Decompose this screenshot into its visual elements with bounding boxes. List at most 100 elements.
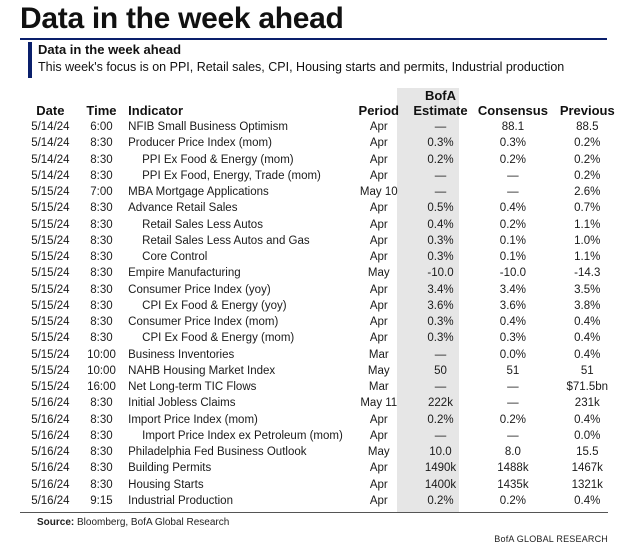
bofa-estimate-cell: — <box>434 429 447 442</box>
table-row: 5/15/24 8:30 Empire Manufacturing May -10.0 -… <box>20 265 620 281</box>
table-row: 5/14/24 6:00 NFIB Small Business Optimism A… <box>20 119 620 135</box>
time-cell: 8:30 <box>90 299 113 312</box>
footer-divider <box>20 512 608 513</box>
indicator-cell: Advance Retail Sales <box>128 202 238 215</box>
period-cell: Apr <box>369 494 388 507</box>
date-cell: 5/15/24 <box>31 381 70 394</box>
previous-cell: 0.2% <box>574 153 601 166</box>
period-cell: Apr <box>369 299 388 312</box>
bofa-estimate-column-shading <box>397 88 459 512</box>
date-cell: 5/15/24 <box>31 348 70 361</box>
bofa-estimate-cell: 1400k <box>424 478 457 491</box>
consensus-cell: 1488k <box>497 462 529 475</box>
consensus-cell: 8.0 <box>504 446 521 459</box>
time-cell: 6:00 <box>90 121 113 134</box>
column-header-time: Time <box>86 103 117 118</box>
previous-cell: 1321k <box>571 478 603 491</box>
column-header-date: Date <box>36 103 65 118</box>
bofa-estimate-cell: — <box>434 186 447 199</box>
bofa-estimate-cell: 0.3% <box>427 251 454 264</box>
date-cell: 5/16/24 <box>31 397 70 410</box>
time-cell: 8:30 <box>90 462 113 475</box>
previous-cell: 0.4% <box>574 494 601 507</box>
time-cell: 8:30 <box>90 413 113 426</box>
consensus-cell: — <box>507 397 519 410</box>
period-cell: Apr <box>369 234 388 247</box>
previous-cell: 15.5 <box>576 446 599 459</box>
previous-cell: 1.1% <box>574 218 601 231</box>
date-cell: 5/16/24 <box>31 462 70 475</box>
indicator-cell: Producer Price Index (mom) <box>128 137 272 150</box>
column-header-bofa-estimate: BofA Estimate <box>410 88 472 119</box>
consensus-cell: -10.0 <box>499 267 527 280</box>
table-row: 5/15/24 8:30 CPI Ex Food & Energy (yoy) Apr… <box>20 298 620 314</box>
indicator-cell: PPI Ex Food, Energy, Trade (mom) <box>142 169 321 182</box>
period-cell: Apr <box>369 218 388 231</box>
bofa-estimate-cell: — <box>434 348 447 361</box>
indicator-cell: Philadelphia Fed Business Outlook <box>128 446 307 459</box>
source-note: Source: Bloomberg, BofA Global Research <box>37 517 229 528</box>
time-cell: 8:30 <box>90 251 113 264</box>
consensus-cell: 0.3% <box>499 332 527 345</box>
period-cell: Apr <box>369 462 388 475</box>
period-cell: Apr <box>369 169 388 182</box>
indicator-cell: Retail Sales Less Autos and Gas <box>142 234 310 247</box>
page-title: Data in the week ahead <box>20 2 344 35</box>
consensus-cell: 0.2% <box>499 413 527 426</box>
consensus-cell: 0.2% <box>499 218 527 231</box>
indicator-cell: Housing Starts <box>128 478 204 491</box>
indicator-cell: NAHB Housing Market Index <box>128 364 276 377</box>
period-cell: Apr <box>369 316 388 329</box>
table-header-row: Date Time Indicator Period BofA Estimate… <box>20 88 620 119</box>
date-cell: 5/16/24 <box>31 478 70 491</box>
table-row: 5/16/24 8:30 Import Price Index (mom) Apr 0.… <box>20 412 620 428</box>
indicator-cell: Building Permits <box>128 462 212 475</box>
previous-cell: 3.8% <box>574 299 601 312</box>
indicator-cell: Consumer Price Index (yoy) <box>128 283 271 296</box>
previous-cell: 0.4% <box>574 316 601 329</box>
consensus-cell: 88.1 <box>501 121 525 134</box>
previous-cell: 1467k <box>571 462 603 475</box>
date-cell: 5/14/24 <box>31 153 70 166</box>
time-cell: 8:30 <box>90 478 113 491</box>
indicator-cell: Consumer Price Index (mom) <box>128 316 279 329</box>
indicator-cell: Initial Jobless Claims <box>128 397 236 410</box>
indicator-cell: MBA Mortgage Applications <box>128 186 269 199</box>
bofa-estimate-cell: 222k <box>428 397 453 410</box>
period-cell: Mar <box>368 348 389 361</box>
bofa-estimate-cell: -10.0 <box>427 267 454 280</box>
time-cell: 8:30 <box>90 446 113 459</box>
date-cell: 5/15/24 <box>31 234 70 247</box>
date-cell: 5/15/24 <box>31 267 70 280</box>
table-row: 5/16/24 8:30 Import Price Index ex Petrole… <box>20 428 620 444</box>
bofa-estimate-cell: 3.6% <box>427 299 454 312</box>
date-cell: 5/15/24 <box>31 332 70 345</box>
column-header-consensus: Consensus <box>477 103 548 118</box>
bofa-estimate-cell: 0.2% <box>427 153 454 166</box>
date-cell: 5/14/24 <box>31 137 70 150</box>
previous-cell: 51 <box>580 364 594 377</box>
previous-cell: 0.2% <box>574 137 601 150</box>
period-cell: Apr <box>369 202 388 215</box>
time-cell: 8:30 <box>90 202 113 215</box>
time-cell: 10:00 <box>87 364 116 377</box>
period-cell: Apr <box>369 413 388 426</box>
bofa-estimate-cell: — <box>434 121 447 134</box>
consensus-cell: 3.6% <box>499 299 527 312</box>
consensus-cell: — <box>507 169 519 182</box>
time-cell: 8:30 <box>90 169 113 182</box>
indicator-cell: Industrial Production <box>128 494 233 507</box>
table-title: Data in the week ahead <box>38 42 182 57</box>
table-row: 5/15/24 10:00 Business Inventories Mar — 0.0%… <box>20 347 620 363</box>
time-cell: 7:00 <box>90 186 113 199</box>
date-cell: 5/16/24 <box>31 494 70 507</box>
time-cell: 8:30 <box>90 397 113 410</box>
time-cell: 9:15 <box>90 494 113 507</box>
indicator-cell: CPI Ex Food & Energy (mom) <box>142 332 295 345</box>
date-cell: 5/15/24 <box>31 316 70 329</box>
date-cell: 5/16/24 <box>31 429 70 442</box>
indicator-cell: Import Price Index ex Petroleum (mom) <box>142 429 343 442</box>
bofa-estimate-cell: 0.4% <box>427 218 454 231</box>
consensus-cell: 0.2% <box>499 153 527 166</box>
consensus-cell: — <box>507 186 519 199</box>
